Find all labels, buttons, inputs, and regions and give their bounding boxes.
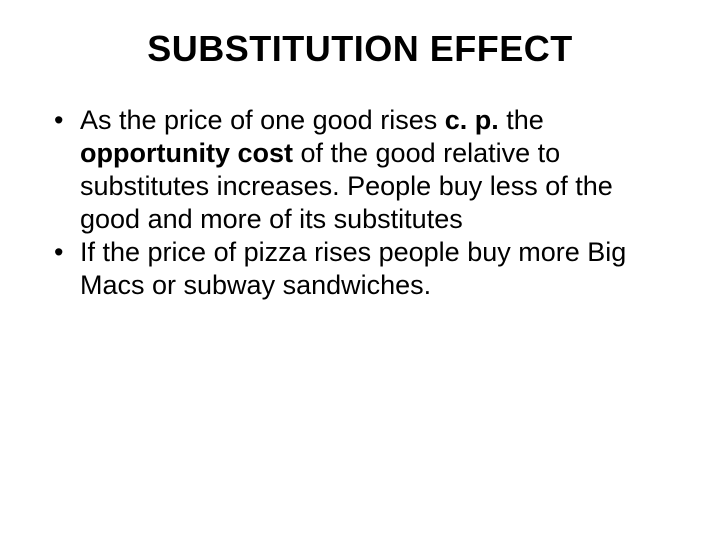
- text-run: the: [499, 105, 544, 135]
- bullet-item: If the price of pizza rises people buy m…: [52, 236, 672, 302]
- text-run: opportunity cost: [80, 138, 293, 168]
- slide: SUBSTITUTION EFFECT As the price of one …: [0, 0, 720, 540]
- bullet-item: As the price of one good rises c. p. the…: [52, 104, 672, 236]
- text-run: c. p.: [445, 105, 499, 135]
- slide-title: SUBSTITUTION EFFECT: [48, 28, 672, 70]
- bullet-list: As the price of one good rises c. p. the…: [48, 104, 672, 302]
- text-run: If the price of pizza rises people buy m…: [80, 237, 626, 300]
- text-run: As the price of one good rises: [80, 105, 445, 135]
